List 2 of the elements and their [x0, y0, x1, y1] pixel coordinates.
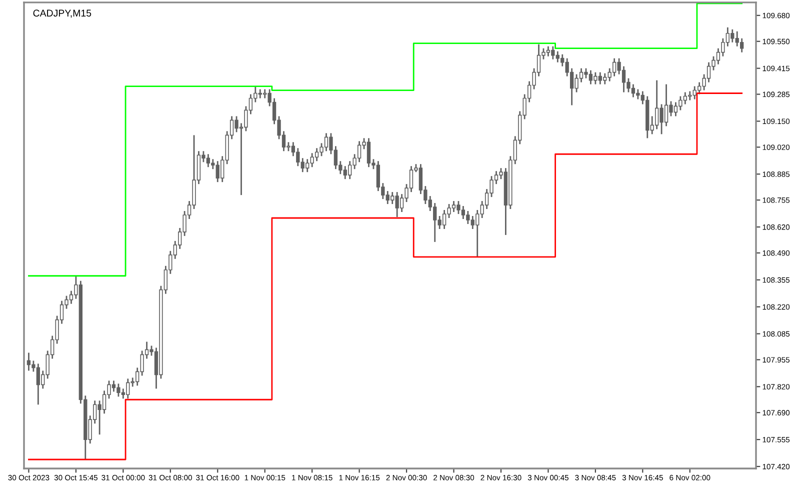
- text: CADJPY,M15: [33, 10, 92, 18]
- candlestick: [740, 38, 744, 54]
